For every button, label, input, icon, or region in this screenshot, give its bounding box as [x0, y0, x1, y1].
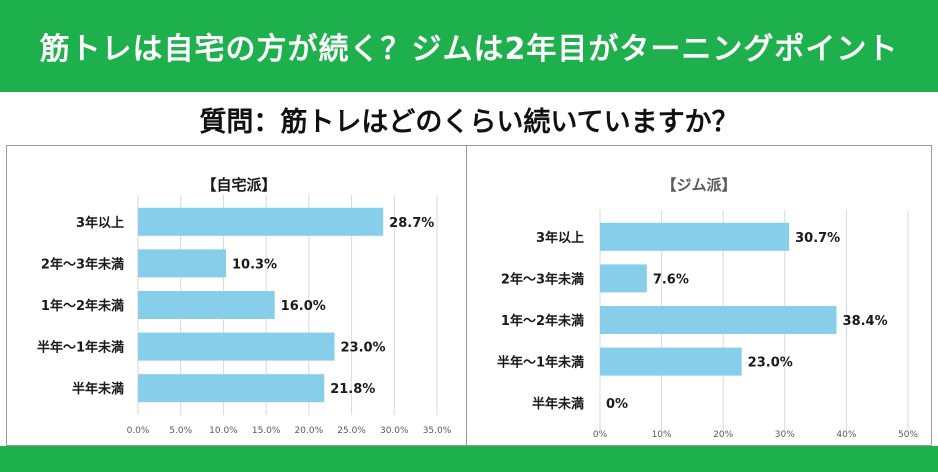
bar	[600, 347, 742, 376]
bar	[138, 291, 275, 319]
bar	[600, 222, 790, 251]
x-tick-label: 30.0%	[380, 426, 409, 436]
data-label: 23.0%	[748, 356, 793, 371]
category-label: 2年～3年未満	[501, 271, 584, 287]
x-tick-label: 30%	[775, 430, 795, 440]
bar	[138, 249, 226, 278]
category-label: 半年～1年未満	[497, 355, 584, 371]
x-tick-label: 5.0%	[169, 426, 192, 436]
data-label: 16.0%	[281, 299, 326, 314]
footer-bar	[0, 446, 938, 472]
bar	[600, 306, 837, 334]
home-workout-bar-chart: 【自宅派】 0.0% 5.0% 10.0% 15.0% 20.0% 25.0% 30.0% 35…	[37, 176, 452, 436]
chart-title: 【自宅派】	[201, 176, 276, 194]
banner-title: 筋トレは自宅の方が続く？ジムは2年目がターニングポイント	[39, 32, 899, 67]
chart-title: 【ジム派】	[661, 176, 736, 194]
x-tick-label: 35.0%	[423, 426, 452, 436]
data-label: 21.8%	[330, 382, 375, 397]
x-tick-label: 25.0%	[337, 426, 366, 436]
category-label: 半年未満	[72, 381, 124, 397]
category-label: 半年未満	[532, 396, 584, 412]
data-label: 23.0%	[340, 341, 385, 356]
category-label: 1年～2年未満	[501, 313, 584, 329]
bar	[138, 207, 384, 236]
category-label: 3年以上	[536, 230, 584, 246]
x-tick-label: 15.0%	[252, 426, 281, 436]
bar	[138, 374, 325, 403]
category-label: 1年～2年未満	[41, 298, 124, 314]
data-label: 30.7%	[795, 231, 840, 246]
gym-chart-panel: 【ジム派】 0% 10% 20% 30% 40% 50% 3年以上 30.7% 2年～3年未満 7.…	[466, 145, 932, 446]
x-tick-label: 10%	[652, 430, 672, 440]
bar	[138, 332, 335, 361]
data-label: 0%	[606, 397, 628, 412]
x-tick-label: 0%	[593, 430, 608, 440]
gym-bar-chart: 【ジム派】 0% 10% 20% 30% 40% 50% 3年以上 30.7% 2年～3年未満 7.…	[497, 176, 918, 440]
data-label: 10.3%	[232, 257, 277, 272]
data-label: 7.6%	[653, 272, 689, 287]
x-tick-label: 0.0%	[127, 426, 150, 436]
x-tick-label: 20.0%	[295, 426, 324, 436]
x-tick-label: 50%	[898, 430, 918, 440]
x-tick-label: 40%	[836, 430, 856, 440]
data-label: 38.4%	[843, 314, 888, 329]
x-tick-label: 10.0%	[209, 426, 238, 436]
category-label: 3年以上	[76, 215, 124, 231]
category-label: 半年～1年未満	[37, 340, 124, 356]
bar	[600, 264, 647, 293]
data-label: 28.7%	[389, 216, 434, 231]
title-banner: 筋トレは自宅の方が続く？ジムは2年目がターニングポイント	[0, 0, 938, 92]
category-label: 2年～3年未満	[41, 256, 124, 272]
survey-question: 質問：筋トレはどのくらい続いていますか？	[199, 106, 739, 138]
x-tick-label: 20%	[713, 430, 733, 440]
home-chart-panel: 【自宅派】 0.0% 5.0% 10.0% 15.0% 20.0% 25.0% 30.0% 35…	[6, 145, 467, 446]
